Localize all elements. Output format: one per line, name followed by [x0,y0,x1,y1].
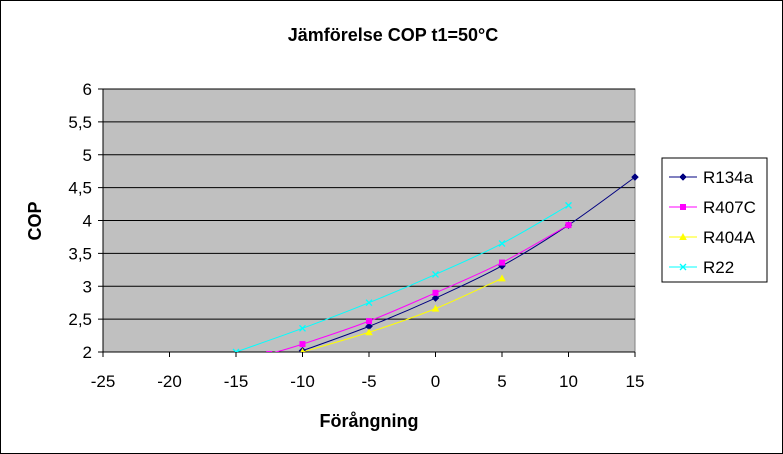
data-point-r404a [431,304,440,312]
legend-label: R404A [703,228,756,247]
y-axis-title: COP [25,201,45,240]
data-point-r407c [432,289,439,296]
legend-item-r134a: R134a [669,168,754,187]
x-axis-title: Förångning [320,411,419,431]
legend-label: R22 [703,258,734,277]
x-tick-label: 5 [497,372,506,391]
data-point-r407c [499,259,505,266]
data-point-r134a [631,173,639,181]
legend-marker [679,263,687,271]
series-layer [232,173,639,352]
data-point-r22-stroke [299,324,306,332]
series-r22 [232,201,572,352]
y-tick-label: 3,5 [68,244,92,263]
data-point-r404a [300,348,305,352]
legend-item-r22: R22 [669,258,734,277]
legend: R134a R407C R404A R22 [661,157,768,283]
y-tick-label: 2 [83,343,92,362]
legend-marker-stroke [679,263,687,271]
series-r404a [300,274,506,352]
data-point-r22-stroke [232,348,237,352]
legend-marker [680,204,686,210]
data-point-r22 [299,324,306,332]
data-point-r22-stroke [498,240,506,247]
data-point-r22-stroke [365,299,373,307]
data-point-r407c [266,350,273,352]
data-point-r22-stroke [432,270,439,278]
data-point-r407c [565,222,572,229]
data-point-r404a [498,274,506,282]
x-tick-label: 10 [559,372,578,391]
data-point-r134a [431,294,440,302]
series-line-r22 [235,204,569,352]
legend-item-r404a: R404A [669,228,756,247]
data-point-r22 [498,240,506,247]
y-tick-label: 4,5 [68,179,92,198]
series-line-r134a [302,176,636,352]
x-axis-ticks: -25 -20 -15 -10 -5 0 5 10 15 [91,352,645,391]
legend-label: R407C [703,198,756,217]
data-point-r22-stroke [235,348,240,352]
x-tick-label: -15 [224,372,249,391]
y-tick-label: 2,5 [68,310,92,329]
y-tick-label: 3 [83,277,92,296]
series-r407c [266,222,572,352]
legend-marker [679,233,687,240]
data-point-r22 [432,270,439,278]
series-line-r404a [302,277,503,352]
data-point-r22 [365,299,373,307]
data-point-r407c [366,318,372,325]
x-tick-label: -20 [157,372,182,391]
chart-title: Jämförelse COP t1=50°C [288,25,498,45]
y-tick-label: 5 [83,146,92,165]
y-tick-label: 4 [83,212,92,231]
data-point-r22-stroke [565,201,572,209]
data-point-r407c [299,341,306,348]
data-point-r22 [232,348,240,352]
y-tick-label: 6 [83,80,92,99]
data-point-r404a [365,328,373,336]
x-tick-label: -25 [91,372,116,391]
legend-marker [679,173,687,181]
x-tick-label: -10 [290,372,315,391]
legend-box [661,157,768,283]
x-tick-label: 0 [431,372,440,391]
x-tick-label: -5 [361,372,376,391]
plot-area [102,88,636,353]
y-tick-label: 5,5 [68,113,92,132]
data-point-r22 [565,201,572,209]
x-tick-label: 15 [626,372,645,391]
y-axis-ticks: 2 2,5 3 3,5 4 4,5 5 5,5 6 [68,80,103,362]
legend-label: R134a [703,168,754,187]
legend-item-r407c: R407C [669,198,756,217]
